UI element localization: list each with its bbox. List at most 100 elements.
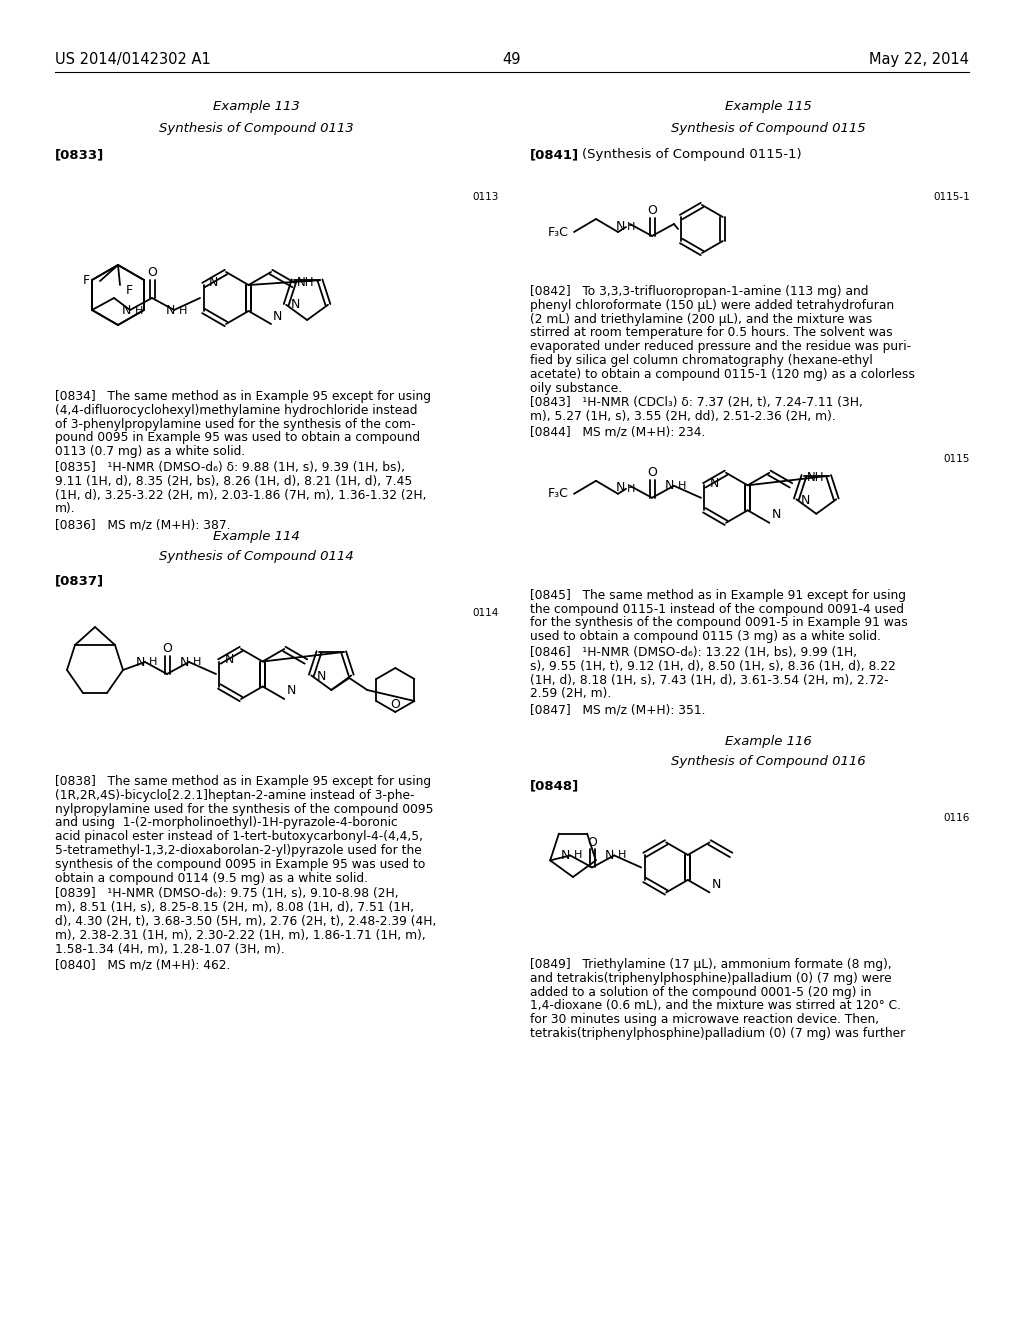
Text: acetate) to obtain a compound 0115-1 (120 mg) as a colorless: acetate) to obtain a compound 0115-1 (12… (530, 368, 914, 380)
Text: [0839]   ¹H-NMR (DMSO-d₆): 9.75 (1H, s), 9.10-8.98 (2H,: [0839] ¹H-NMR (DMSO-d₆): 9.75 (1H, s), 9… (55, 887, 398, 900)
Text: 0115-1: 0115-1 (933, 191, 970, 202)
Text: Example 114: Example 114 (213, 531, 299, 543)
Text: fied by silica gel column chromatography (hexane-ethyl: fied by silica gel column chromatography… (530, 354, 872, 367)
Text: 0114: 0114 (472, 609, 499, 618)
Text: F₃C: F₃C (548, 226, 569, 239)
Text: N: N (710, 477, 719, 490)
Text: evaporated under reduced pressure and the residue was puri-: evaporated under reduced pressure and th… (530, 341, 911, 354)
Text: N: N (209, 276, 218, 289)
Text: N: N (665, 479, 674, 492)
Text: [0837]: [0837] (55, 574, 104, 587)
Text: Example 113: Example 113 (213, 100, 299, 114)
Text: F: F (83, 275, 90, 288)
Text: oily substance.: oily substance. (530, 381, 623, 395)
Text: synthesis of the compound 0095 in Example 95 was used to: synthesis of the compound 0095 in Exampl… (55, 858, 425, 871)
Text: US 2014/0142302 A1: US 2014/0142302 A1 (55, 51, 211, 67)
Text: (2 mL) and triethylamine (200 μL), and the mixture was: (2 mL) and triethylamine (200 μL), and t… (530, 313, 872, 326)
Text: 2.59 (2H, m).: 2.59 (2H, m). (530, 688, 611, 701)
Text: used to obtain a compound 0115 (3 mg) as a white solid.: used to obtain a compound 0115 (3 mg) as… (530, 630, 881, 643)
Text: N: N (179, 656, 189, 668)
Text: N: N (712, 878, 721, 891)
Text: 5-tetramethyl-1,3,2-dioxaborolan-2-yl)pyrazole used for the: 5-tetramethyl-1,3,2-dioxaborolan-2-yl)py… (55, 843, 422, 857)
Text: [0846]   ¹H-NMR (DMSO-d₆): 13.22 (1H, bs), 9.99 (1H,: [0846] ¹H-NMR (DMSO-d₆): 13.22 (1H, bs),… (530, 645, 857, 659)
Text: m), 8.51 (1H, s), 8.25-8.15 (2H, m), 8.08 (1H, d), 7.51 (1H,: m), 8.51 (1H, s), 8.25-8.15 (2H, m), 8.0… (55, 902, 414, 915)
Text: tetrakis(triphenylphosphine)palladium (0) (7 mg) was further: tetrakis(triphenylphosphine)palladium (0… (530, 1027, 905, 1040)
Text: 1,4-dioxane (0.6 mL), and the mixture was stirred at 120° C.: 1,4-dioxane (0.6 mL), and the mixture wa… (530, 999, 901, 1012)
Text: H: H (193, 657, 202, 667)
Text: stirred at room temperature for 0.5 hours. The solvent was: stirred at room temperature for 0.5 hour… (530, 326, 893, 339)
Text: Example 116: Example 116 (725, 735, 811, 748)
Text: N: N (135, 656, 145, 668)
Text: Synthesis of Compound 0116: Synthesis of Compound 0116 (671, 755, 865, 768)
Text: and using  1-(2-morpholinoethyl)-1H-pyrazole-4-boronic: and using 1-(2-morpholinoethyl)-1H-pyraz… (55, 816, 397, 829)
Text: [0834]   The same method as in Example 95 except for using: [0834] The same method as in Example 95 … (55, 389, 431, 403)
Text: H: H (150, 657, 158, 667)
Text: (4,4-difluorocyclohexyl)methylamine hydrochloride instead: (4,4-difluorocyclohexyl)methylamine hydr… (55, 404, 418, 417)
Text: N: N (615, 482, 625, 494)
Text: F: F (126, 285, 133, 297)
Text: N: N (615, 219, 625, 232)
Text: [0833]: [0833] (55, 148, 104, 161)
Text: for the synthesis of the compound 0091-5 in Example 91 was: for the synthesis of the compound 0091-5… (530, 616, 907, 630)
Text: 1.58-1.34 (4H, m), 1.28-1.07 (3H, m).: 1.58-1.34 (4H, m), 1.28-1.07 (3H, m). (55, 942, 285, 956)
Text: [0845]   The same method as in Example 91 except for using: [0845] The same method as in Example 91 … (530, 589, 906, 602)
Text: H: H (627, 222, 635, 232)
Text: 49: 49 (503, 51, 521, 67)
Text: NH: NH (807, 471, 824, 484)
Text: O: O (162, 643, 172, 656)
Text: (1H, d), 3.25-3.22 (2H, m), 2.03-1.86 (7H, m), 1.36-1.32 (2H,: (1H, d), 3.25-3.22 (2H, m), 2.03-1.86 (7… (55, 488, 427, 502)
Text: [0849]   Triethylamine (17 μL), ammonium formate (8 mg),: [0849] Triethylamine (17 μL), ammonium f… (530, 958, 892, 972)
Text: Synthesis of Compound 0113: Synthesis of Compound 0113 (159, 121, 353, 135)
Text: obtain a compound 0114 (9.5 mg) as a white solid.: obtain a compound 0114 (9.5 mg) as a whi… (55, 871, 368, 884)
Text: H: H (627, 484, 635, 494)
Text: H: H (574, 850, 583, 861)
Text: m).: m). (55, 503, 76, 515)
Text: N: N (771, 508, 780, 521)
Text: (1H, d), 8.18 (1H, s), 7.43 (1H, d), 3.61-3.54 (2H, m), 2.72-: (1H, d), 8.18 (1H, s), 7.43 (1H, d), 3.6… (530, 673, 889, 686)
Text: for 30 minutes using a microwave reaction device. Then,: for 30 minutes using a microwave reactio… (530, 1014, 880, 1026)
Text: phenyl chloroformate (150 μL) were added tetrahydrofuran: phenyl chloroformate (150 μL) were added… (530, 298, 894, 312)
Text: N: N (224, 653, 233, 667)
Text: [0835]   ¹H-NMR (DMSO-d₆) δ: 9.88 (1H, s), 9.39 (1H, bs),: [0835] ¹H-NMR (DMSO-d₆) δ: 9.88 (1H, s),… (55, 461, 406, 474)
Text: N: N (561, 849, 570, 862)
Text: 9.11 (1H, d), 8.35 (2H, bs), 8.26 (1H, d), 8.21 (1H, d), 7.45: 9.11 (1H, d), 8.35 (2H, bs), 8.26 (1H, d… (55, 475, 413, 488)
Text: H: H (678, 480, 686, 491)
Text: 0113 (0.7 mg) as a white solid.: 0113 (0.7 mg) as a white solid. (55, 445, 246, 458)
Text: of 3-phenylpropylamine used for the synthesis of the com-: of 3-phenylpropylamine used for the synt… (55, 417, 416, 430)
Text: F₃C: F₃C (548, 487, 569, 500)
Text: d), 4.30 (2H, t), 3.68-3.50 (5H, m), 2.76 (2H, t), 2.48-2.39 (4H,: d), 4.30 (2H, t), 3.68-3.50 (5H, m), 2.7… (55, 915, 436, 928)
Text: N: N (605, 849, 614, 862)
Text: 0113: 0113 (472, 191, 499, 202)
Text: Synthesis of Compound 0114: Synthesis of Compound 0114 (159, 550, 353, 564)
Text: N: N (316, 671, 326, 682)
Text: NH: NH (297, 276, 314, 289)
Text: [0841]: [0841] (530, 148, 580, 161)
Text: 0116: 0116 (944, 813, 970, 822)
Text: N: N (801, 494, 810, 507)
Text: nylpropylamine used for the synthesis of the compound 0095: nylpropylamine used for the synthesis of… (55, 803, 433, 816)
Text: (Synthesis of Compound 0115-1): (Synthesis of Compound 0115-1) (582, 148, 802, 161)
Text: Synthesis of Compound 0115: Synthesis of Compound 0115 (671, 121, 865, 135)
Text: [0844]   MS m/z (M+H): 234.: [0844] MS m/z (M+H): 234. (530, 425, 706, 438)
Text: O: O (647, 205, 657, 218)
Text: O: O (587, 836, 597, 849)
Text: N: N (122, 305, 131, 318)
Text: O: O (390, 697, 400, 710)
Text: acid pinacol ester instead of 1-tert-butoxycarbonyl-4-(4,4,5,: acid pinacol ester instead of 1-tert-but… (55, 830, 423, 843)
Text: N: N (273, 309, 283, 322)
Text: (1R,2R,4S)-bicyclo[2.2.1]heptan-2-amine instead of 3-phe-: (1R,2R,4S)-bicyclo[2.2.1]heptan-2-amine … (55, 789, 415, 801)
Text: m), 5.27 (1H, s), 3.55 (2H, dd), 2.51-2.36 (2H, m).: m), 5.27 (1H, s), 3.55 (2H, dd), 2.51-2.… (530, 411, 836, 424)
Text: O: O (147, 267, 157, 280)
Text: N: N (287, 685, 296, 697)
Text: O: O (647, 466, 657, 479)
Text: H: H (618, 850, 627, 861)
Text: [0847]   MS m/z (M+H): 351.: [0847] MS m/z (M+H): 351. (530, 704, 706, 717)
Text: [0836]   MS m/z (M+H): 387.: [0836] MS m/z (M+H): 387. (55, 519, 230, 531)
Text: [0838]   The same method as in Example 95 except for using: [0838] The same method as in Example 95 … (55, 775, 431, 788)
Text: pound 0095 in Example 95 was used to obtain a compound: pound 0095 in Example 95 was used to obt… (55, 432, 420, 445)
Text: Example 115: Example 115 (725, 100, 811, 114)
Text: added to a solution of the compound 0001-5 (20 mg) in: added to a solution of the compound 0001… (530, 986, 871, 999)
Text: [0848]: [0848] (530, 779, 580, 792)
Text: H: H (179, 306, 187, 315)
Text: [0842]   To 3,3,3-trifluoropropan-1-amine (113 mg) and: [0842] To 3,3,3-trifluoropropan-1-amine … (530, 285, 868, 298)
